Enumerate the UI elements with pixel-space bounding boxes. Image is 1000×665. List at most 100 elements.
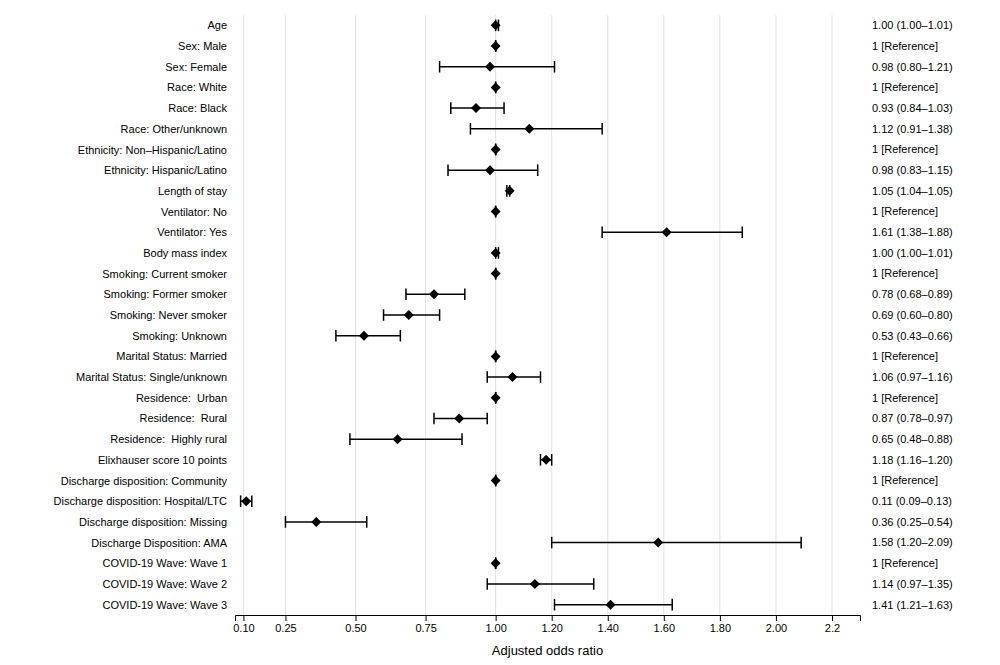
ci-cap-high bbox=[400, 330, 402, 342]
x-tick-label: 1.20 bbox=[541, 622, 562, 634]
annotation: 1 [Reference] bbox=[872, 143, 938, 155]
ci-cap-low bbox=[335, 330, 337, 342]
annotation: 1 [Reference] bbox=[872, 557, 938, 569]
point-estimate bbox=[491, 144, 501, 154]
x-tick-label: 0.50 bbox=[345, 622, 366, 634]
y-tick-label: Residence: Rural bbox=[140, 412, 227, 424]
point-estimate bbox=[491, 558, 501, 568]
annotation: 1.58 (1.20–2.09) bbox=[872, 536, 953, 548]
annotation: 1.12 (0.91–1.38) bbox=[872, 123, 953, 135]
y-tick-label: Smoking: Current smoker bbox=[102, 268, 227, 280]
x-tick: 1.00 bbox=[485, 615, 506, 634]
point-estimate bbox=[359, 331, 369, 341]
plot: 0.100.250.500.751.001.201.401.601.802.00… bbox=[54, 15, 953, 634]
grid-line bbox=[495, 15, 496, 615]
ci-cap-high bbox=[251, 495, 253, 507]
y-tick: Ethnicity: Hispanic/Latino bbox=[104, 164, 227, 176]
annotation: 1.00 (1.00–1.01) bbox=[872, 247, 953, 259]
y-tick-label: Smoking: Never smoker bbox=[110, 309, 228, 321]
row bbox=[350, 433, 462, 445]
ci-cap-low bbox=[551, 537, 553, 549]
row bbox=[241, 495, 252, 507]
y-tick-label: Body mass index bbox=[143, 247, 227, 259]
annotation: 0.78 (0.68–0.89) bbox=[872, 288, 953, 300]
row bbox=[491, 351, 501, 363]
x-tick-mark bbox=[664, 615, 665, 621]
y-tick-label: COVID-19 Wave: Wave 1 bbox=[103, 557, 228, 569]
y-tick: Discharge Disposition: AMA bbox=[91, 537, 227, 549]
ci-line bbox=[487, 583, 594, 585]
annotation: 1 [Reference] bbox=[872, 392, 938, 404]
y-tick: Discharge disposition: Hospital/LTC bbox=[54, 495, 227, 507]
y-tick: Elixhauser score 10 points bbox=[98, 454, 228, 466]
ci-cap-high bbox=[601, 123, 603, 135]
row bbox=[491, 557, 501, 569]
point-estimate bbox=[524, 124, 534, 134]
y-tick-label: Marital Status: Married bbox=[116, 350, 227, 362]
annotation: 0.69 (0.60–0.80) bbox=[872, 309, 953, 321]
annotation: 1 [Reference] bbox=[872, 205, 938, 217]
point-estimate bbox=[662, 227, 672, 237]
y-tick-label: Discharge disposition: Hospital/LTC bbox=[54, 495, 227, 507]
ci-cap-low bbox=[540, 454, 542, 466]
x-tick-label: 0.75 bbox=[415, 622, 436, 634]
row bbox=[555, 599, 673, 611]
point-estimate bbox=[606, 600, 616, 610]
annotation: 0.87 (0.78–0.97) bbox=[872, 412, 953, 424]
y-tick: COVID-19 Wave: Wave 2 bbox=[103, 578, 228, 590]
point-estimate bbox=[454, 413, 464, 423]
ci-cap-low bbox=[470, 123, 472, 135]
ci-cap-low bbox=[439, 61, 441, 73]
row bbox=[602, 226, 742, 238]
annotation: 0.98 (0.83–1.15) bbox=[872, 164, 953, 176]
row bbox=[491, 20, 501, 32]
row bbox=[336, 330, 400, 342]
row bbox=[406, 289, 465, 301]
ci-line bbox=[285, 521, 366, 523]
y-tick: Race: White bbox=[167, 81, 227, 93]
grid bbox=[243, 15, 832, 615]
y-tick: Discharge disposition: Missing bbox=[79, 516, 227, 528]
y-tick: Discharge disposition: Community bbox=[61, 475, 228, 487]
row bbox=[451, 102, 504, 114]
grid-line bbox=[243, 15, 244, 615]
y-tick-label: Discharge disposition: Missing bbox=[79, 516, 227, 528]
ci-cap-low bbox=[554, 599, 556, 611]
ci-cap-high bbox=[439, 309, 441, 321]
point-estimate bbox=[653, 538, 663, 548]
ci-cap-low bbox=[447, 164, 449, 176]
y-tick-label: COVID-19 Wave: Wave 3 bbox=[103, 599, 228, 611]
y-tick-label: Ethnicity: Non–Hispanic/Latino bbox=[78, 144, 227, 156]
point-estimate bbox=[491, 82, 501, 92]
ci-line bbox=[552, 542, 801, 544]
annotation: 1 [Reference] bbox=[872, 40, 938, 52]
ci-cap-high bbox=[593, 578, 595, 590]
ci-cap-high bbox=[503, 102, 505, 114]
x-tick-mark bbox=[426, 615, 427, 621]
row bbox=[448, 164, 538, 176]
y-tick-label: Ventilator: Yes bbox=[157, 226, 227, 238]
annotation: 1.05 (1.04–1.05) bbox=[872, 185, 953, 197]
x-tick: 1.20 bbox=[541, 615, 562, 634]
annotation: 0.65 (0.48–0.88) bbox=[872, 433, 953, 445]
ci-cap-low bbox=[383, 309, 385, 321]
point-estimate bbox=[241, 496, 251, 506]
y-tick: Race: Black bbox=[168, 102, 227, 114]
y-tick: COVID-19 Wave: Wave 3 bbox=[103, 599, 228, 611]
grid-line bbox=[285, 15, 286, 615]
ci-cap-high bbox=[554, 61, 556, 73]
x-tick-mark bbox=[832, 615, 833, 621]
annotation: 0.93 (0.84–1.03) bbox=[872, 102, 953, 114]
ci-cap-high bbox=[540, 371, 542, 383]
x-tick-label: 0.10 bbox=[233, 622, 254, 634]
x-tick-label: 1.60 bbox=[654, 622, 675, 634]
x-tick: 2.00 bbox=[766, 615, 787, 634]
ci-line bbox=[602, 231, 742, 233]
point-estimate bbox=[491, 351, 501, 361]
y-tick: Marital Status: Married bbox=[116, 350, 227, 362]
y-tick: Length of stay bbox=[158, 185, 228, 197]
row bbox=[285, 516, 366, 528]
y-tick: Age bbox=[207, 19, 227, 31]
x-axis: 0.100.250.500.751.001.201.401.601.802.00… bbox=[233, 615, 860, 634]
ci-cap-low bbox=[349, 433, 351, 445]
